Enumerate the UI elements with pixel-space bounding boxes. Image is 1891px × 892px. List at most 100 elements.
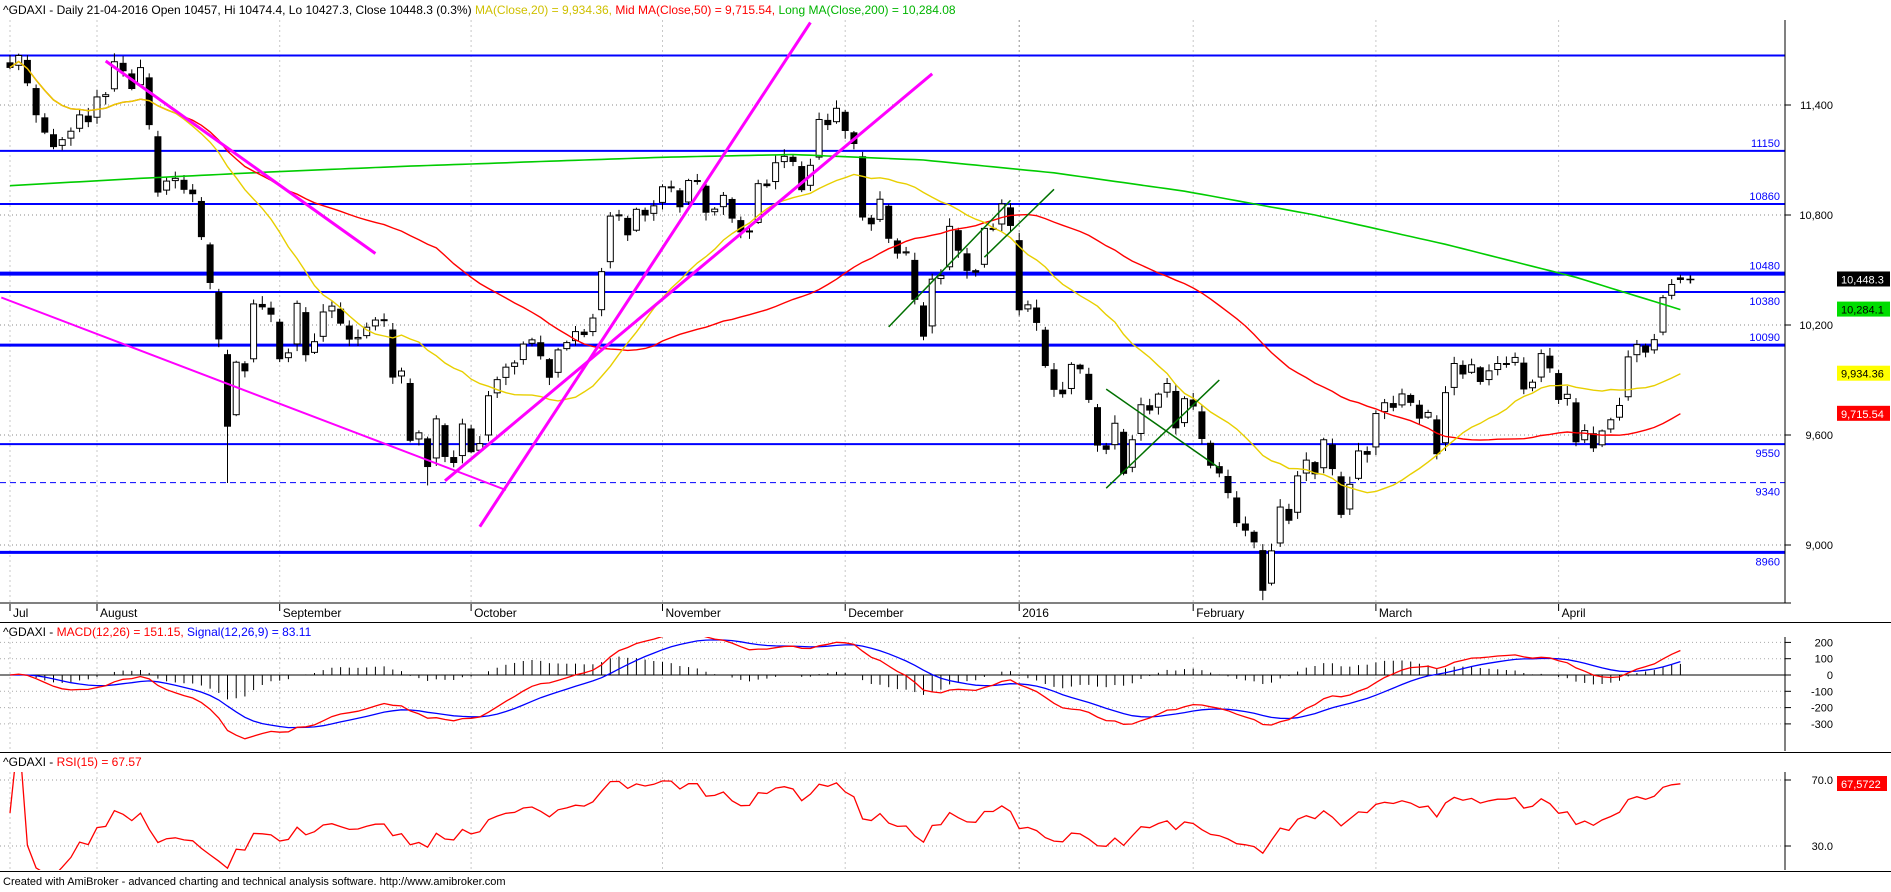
macd-line — [9, 637, 1681, 740]
candle-up — [1163, 382, 1171, 393]
candle-up — [937, 275, 945, 280]
candle-down — [954, 230, 962, 251]
rsi-pane-symbol: ^GDAXI - — [3, 755, 57, 769]
candle-down — [267, 307, 275, 315]
month-label: November — [666, 606, 721, 620]
level-label: 10480 — [1749, 261, 1780, 273]
rsi-pane-title: ^GDAXI - RSI(15) = 67.57 — [3, 755, 142, 769]
candle-up — [380, 319, 388, 322]
macd-lines — [9, 637, 1681, 740]
candle-up — [1607, 419, 1615, 430]
trendline-downtrend-lower[interactable] — [0, 296, 507, 491]
month-label: March — [1379, 606, 1412, 620]
price-axis-label: 11,400 — [1800, 100, 1833, 112]
trendline-december-channel-b[interactable] — [983, 188, 1055, 258]
candle-up — [284, 352, 292, 359]
candle-down — [1459, 364, 1467, 375]
candle-up — [1494, 363, 1502, 371]
candle-up — [67, 130, 75, 139]
price-axis-label: 10,800 — [1799, 210, 1833, 222]
ma50-readout: Mid MA(Close,50) = 9,715.54, — [615, 3, 779, 17]
candle-down — [1572, 402, 1580, 443]
ohlc-summary: ^GDAXI - Daily 21-04-2016 Open 10457, Hi… — [3, 3, 475, 17]
candle-up — [1154, 393, 1162, 408]
level-label: 10380 — [1749, 296, 1780, 308]
candle-down — [537, 342, 545, 357]
trendline-uptrend-major[interactable] — [444, 72, 934, 482]
level-label: 10860 — [1749, 191, 1780, 203]
rsi-grid: 70.0 30.0 — [0, 775, 1833, 853]
candle-down — [1041, 329, 1049, 367]
candle-up — [485, 395, 492, 436]
candle-up — [1537, 353, 1545, 378]
ma20-line — [9, 60, 1681, 494]
candle-up — [598, 271, 606, 311]
rsi-value-box: 67,5722 — [1837, 776, 1887, 792]
candle-up — [458, 423, 466, 457]
trendline-january-wedge-down[interactable] — [1105, 388, 1220, 469]
rsi-axis-label: 30.0 — [1812, 841, 1833, 853]
candle-up — [772, 162, 780, 183]
candle-up — [589, 317, 597, 333]
footer-credit-text: Created with AmiBroker - advanced charti… — [3, 876, 506, 888]
candle-down — [763, 183, 771, 187]
candle-up — [1372, 413, 1380, 448]
candle-down — [1007, 207, 1014, 226]
candle-down — [1207, 442, 1215, 466]
candle-up — [1302, 459, 1310, 474]
candle-down — [824, 119, 832, 126]
candle-up — [1024, 304, 1032, 310]
candle-up — [554, 349, 562, 373]
candle-up — [946, 225, 954, 268]
trendline-december-channel-a[interactable] — [888, 199, 1012, 328]
macd-axis-label: -200 — [1811, 703, 1833, 715]
candle-down — [1059, 389, 1067, 395]
macd-signal-readout: Signal(12,26,9) = 83.11 — [187, 625, 312, 639]
candle-down — [1415, 404, 1423, 419]
trendline-uptrend-steep[interactable] — [478, 21, 812, 528]
last-price-marker — [1686, 275, 1695, 284]
candle-down — [1555, 373, 1563, 400]
ma50-value-label: 9,715.54 — [1841, 409, 1884, 421]
candle-down — [119, 62, 127, 72]
candle-down — [1094, 407, 1101, 446]
candle-up — [1294, 475, 1302, 513]
candle-up — [58, 139, 66, 146]
candle-down — [972, 270, 980, 273]
candle-up — [876, 198, 884, 220]
candle-down — [867, 217, 875, 225]
candle-down — [224, 354, 231, 427]
candle-down — [1146, 405, 1154, 411]
candle-down — [1285, 508, 1293, 521]
candle-up — [519, 343, 527, 361]
candle-up — [398, 370, 405, 377]
candle-up — [1137, 404, 1145, 434]
candle-up — [1111, 422, 1119, 446]
trendline-january-wedge-up[interactable] — [1105, 379, 1220, 489]
candle-up — [998, 203, 1006, 225]
candle-down — [1015, 240, 1023, 311]
month-label: April — [1562, 606, 1586, 620]
ma200-value-label: 10,284.1 — [1841, 305, 1884, 317]
ma20-value-box — [1837, 365, 1890, 381]
candle-down — [154, 136, 162, 193]
candle-down — [1050, 369, 1058, 390]
candle-down — [641, 209, 649, 216]
candle-down — [580, 331, 588, 336]
candle-up — [328, 305, 336, 312]
candle-up — [1424, 411, 1432, 418]
candle-up — [1668, 283, 1676, 296]
candle-up — [311, 341, 318, 353]
candle-down — [1642, 345, 1650, 353]
candle-up — [1381, 402, 1389, 413]
candle-up — [615, 214, 623, 217]
candle-up — [572, 331, 579, 342]
candle-down — [920, 305, 927, 337]
trendline-downtrend-upper[interactable] — [104, 59, 377, 255]
candle-down — [893, 240, 901, 254]
candle-up — [1598, 430, 1606, 446]
candle-up — [1468, 364, 1476, 373]
candle-down — [441, 425, 449, 457]
